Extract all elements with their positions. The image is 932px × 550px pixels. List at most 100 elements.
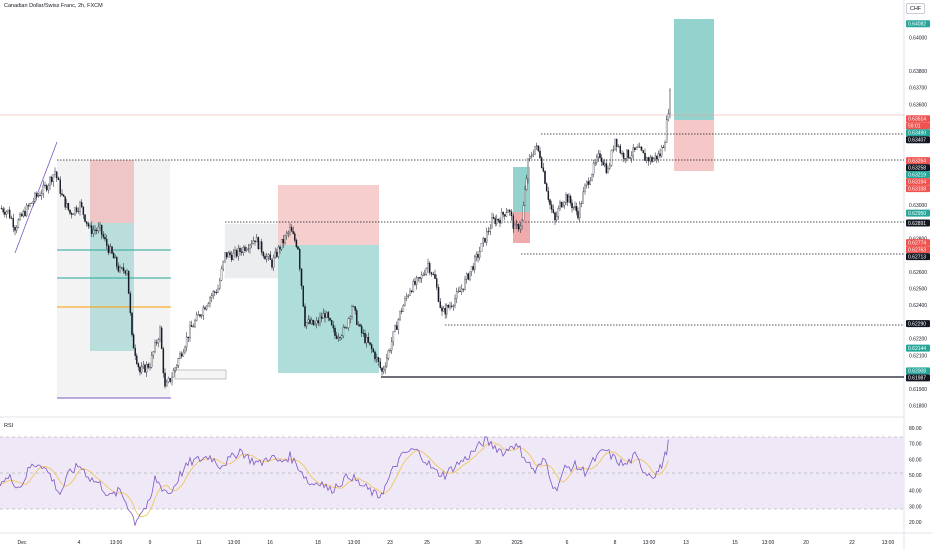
- time-tick-label: 9: [149, 540, 152, 546]
- candle-body: [150, 355, 153, 368]
- stop-zone-2[interactable]: [278, 185, 379, 245]
- candle-body: [604, 163, 606, 166]
- trendline-1[interactable]: [14, 141, 58, 254]
- candle-body: [415, 277, 418, 285]
- candle-body: [599, 153, 601, 158]
- candle-body: [397, 319, 400, 330]
- candle-body: [612, 149, 615, 151]
- candle-body: [467, 273, 470, 280]
- candle-body: [434, 274, 436, 279]
- drawings[interactable]: [0, 19, 904, 399]
- candle-body: [442, 307, 445, 312]
- candle-body: [95, 230, 98, 232]
- candle-body: [92, 229, 95, 234]
- candle-body: [7, 209, 9, 212]
- candle-body: [282, 239, 285, 244]
- candle-body: [317, 320, 320, 324]
- candle-body: [157, 339, 160, 344]
- candle-body: [351, 306, 353, 317]
- candle-body: [507, 210, 509, 213]
- rsi-axis[interactable]: 80.00 70.00 60.00 50.00 40.00 30.00 20.00: [909, 426, 922, 526]
- candle-body: [15, 227, 18, 231]
- small-box[interactable]: [174, 369, 227, 380]
- candle-body: [200, 315, 203, 317]
- time-tick-label: 20: [803, 540, 809, 546]
- candle-body: [491, 217, 493, 229]
- candle-body: [557, 208, 560, 217]
- candle-body: [8, 209, 11, 219]
- candle-body: [537, 145, 540, 152]
- candle-body: [184, 346, 186, 353]
- candle-body: [134, 348, 136, 356]
- candle-body: [480, 242, 483, 252]
- candle-body: [69, 209, 71, 214]
- price-tick-label: 0.62100: [909, 353, 927, 359]
- candle-body: [372, 348, 375, 353]
- candle-body: [389, 350, 391, 352]
- candle-body: [549, 199, 551, 205]
- price-axis[interactable]: 0.640000.638000.637000.636000.634000.632…: [906, 20, 930, 410]
- candle-body: [381, 367, 383, 372]
- candle-body: [127, 270, 130, 294]
- candle-body: [117, 266, 120, 272]
- candle-body: [360, 325, 363, 334]
- rsi-tick-label: 40.00: [909, 489, 922, 495]
- candle-body: [539, 150, 541, 158]
- candle-body: [87, 223, 90, 227]
- price-badge-label: 0.62950: [908, 211, 926, 217]
- candle-body: [187, 336, 190, 339]
- candle-body: [272, 257, 275, 268]
- price-tick-label: 0.62500: [909, 286, 927, 292]
- stop-zone-4[interactable]: [674, 120, 714, 171]
- stop-zone-3[interactable]: [513, 212, 530, 243]
- candle-body: [454, 298, 456, 306]
- candle-body: [247, 248, 250, 250]
- range-box-mid[interactable]: [224, 223, 279, 279]
- stop-zone-1[interactable]: [90, 160, 134, 223]
- candle-body: [310, 319, 313, 324]
- price-badge: [906, 115, 930, 123]
- candle-body: [370, 344, 373, 350]
- time-axis[interactable]: Dec 4 13:00 9 11 13:00 16 18 13:00 23 25 30 2025 6 8 13…: [18, 540, 895, 546]
- target-zone-4[interactable]: [674, 19, 714, 120]
- candle-body: [57, 177, 60, 181]
- candle-body: [309, 319, 311, 324]
- candle-body: [535, 145, 538, 147]
- candle-body: [332, 324, 335, 329]
- candle-body: [82, 206, 85, 215]
- candle-body: [347, 318, 350, 328]
- candle-body: [234, 250, 236, 254]
- candle-body: [410, 290, 413, 293]
- candle-body: [45, 185, 48, 191]
- candle-body: [154, 342, 156, 352]
- candle-body: [177, 358, 180, 366]
- candle-body: [508, 210, 511, 212]
- time-tick-label: 23: [387, 540, 393, 546]
- candle-body: [424, 273, 426, 276]
- candle-body: [400, 310, 403, 312]
- candle-body: [199, 314, 201, 317]
- target-zone-1[interactable]: [90, 223, 134, 351]
- candle-body: [569, 196, 572, 204]
- price-badge-label: 0.63490: [908, 131, 926, 137]
- candle-body: [279, 246, 281, 250]
- candle-body: [349, 316, 351, 319]
- candle-body: [112, 253, 115, 259]
- candle-body: [17, 219, 20, 228]
- price-series: [0, 88, 671, 389]
- target-zone-2[interactable]: [278, 245, 379, 373]
- candle-body: [565, 194, 567, 203]
- price-badge: [906, 171, 930, 179]
- candle-body: [519, 225, 522, 230]
- candle-body: [524, 189, 526, 206]
- candle-body: [575, 206, 578, 212]
- candle-body: [540, 157, 543, 168]
- candle-body: [305, 322, 308, 327]
- price-badge-label: 0.63514: [908, 117, 926, 123]
- currency-button[interactable]: CHF: [906, 3, 925, 14]
- candle-body: [422, 274, 424, 276]
- candle-body: [399, 310, 401, 320]
- candle-body: [40, 193, 43, 196]
- candle-body: [470, 266, 473, 272]
